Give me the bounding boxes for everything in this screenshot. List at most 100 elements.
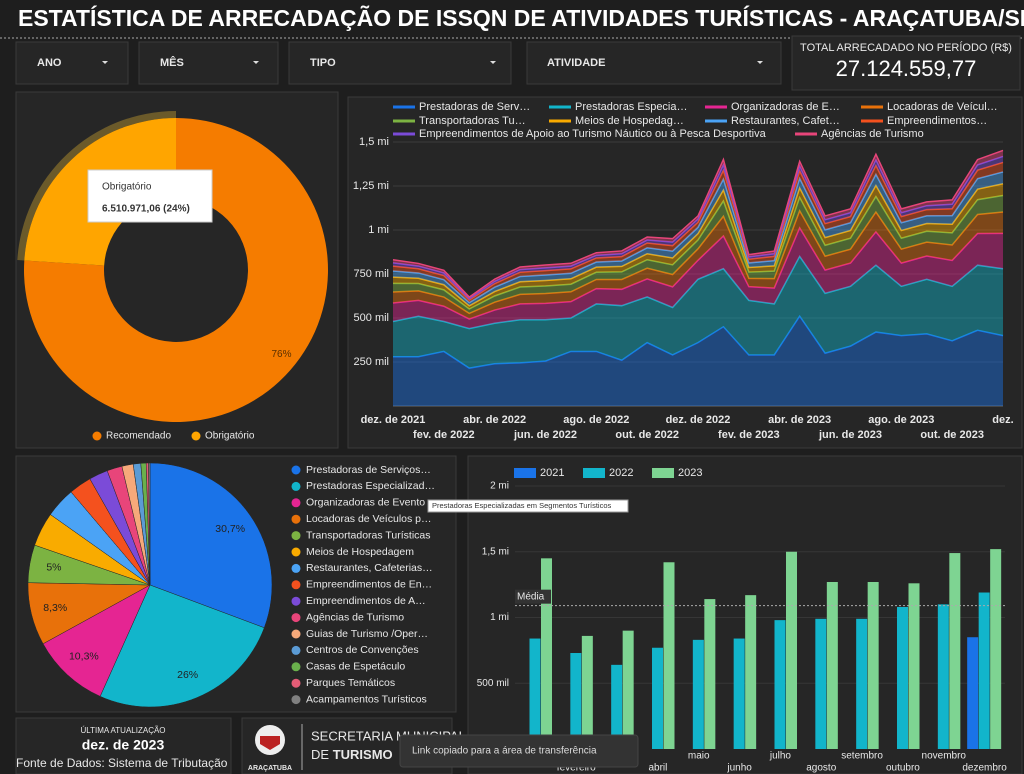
y-tick-label: 750 mil	[354, 268, 389, 280]
dropdown-arrow	[102, 61, 108, 64]
legend-label: Agências de Turismo	[821, 128, 924, 140]
filter-box[interactable]	[138, 41, 279, 85]
x-tick-label: abr. de 2023	[768, 414, 831, 426]
legend-label: Centros de Convenções	[306, 644, 419, 656]
legend-label: Empreendimentos…	[887, 115, 987, 127]
legend-swatch	[291, 481, 301, 491]
x-tick-label: fevereiro	[557, 763, 596, 774]
legend-swatch	[191, 431, 201, 441]
area-fill	[393, 183, 1003, 310]
dashboard-title: ESTATÍSTICA DE ARRECADAÇÃO DE ISSQN DE A…	[18, 4, 1024, 31]
bar	[541, 558, 552, 749]
x-tick-label: out. de 2022	[615, 429, 679, 441]
logo-line2: DE TURISMO	[311, 747, 393, 762]
legend-label: Parques Temáticos	[306, 677, 395, 689]
area-fill	[393, 162, 1003, 303]
bar	[581, 635, 593, 749]
legend-label: Transportadoras Tu…	[419, 115, 526, 127]
data-source: Fonte de Dados: Sistema de Tributação	[16, 756, 228, 770]
x-tick-label: abril	[648, 763, 667, 774]
bar	[652, 647, 663, 749]
dropdown-arrow	[757, 61, 763, 64]
reference-label: Média	[517, 591, 545, 602]
update-box	[15, 717, 232, 774]
filter-box[interactable]	[526, 41, 782, 85]
tooltip-text: 6.510.971,06 (24%)	[102, 204, 190, 215]
pie-slice	[42, 584, 151, 697]
tooltip-title: Obrigatório	[102, 182, 152, 193]
legend-label: Agências de Turismo	[306, 611, 404, 623]
y-tick-label: 500 mil	[477, 678, 509, 689]
legend-swatch	[291, 596, 301, 606]
legend-label: Casas de Espetáculo	[306, 661, 405, 673]
bar	[815, 618, 827, 749]
legend-swatch	[291, 645, 301, 655]
x-tick-label: novembro	[922, 751, 967, 762]
update-value: dez. de 2023	[82, 737, 165, 753]
legend-swatch	[291, 547, 301, 557]
legend-label: Organizadoras de E…	[731, 101, 840, 113]
slice-label: 8,3%	[43, 602, 67, 614]
x-tick-label: dez.	[992, 414, 1013, 426]
x-tick-label: out. de 2023	[920, 429, 984, 441]
legend-label: Transportadoras Turísticas	[306, 529, 431, 541]
filters: ANO MÊS TIPO ATIVIDADE	[15, 41, 782, 85]
legend-label: Empreendimentos de Apoio ao Turismo Náut…	[419, 128, 767, 140]
city-name: ARAÇATUBA	[248, 765, 292, 772]
legend-swatch	[291, 465, 301, 475]
x-tick-label: maio	[688, 751, 710, 762]
legend-swatch	[291, 662, 301, 672]
area-line	[392, 226, 1004, 320]
dropdown-arrow	[253, 61, 259, 64]
filter-box[interactable]	[15, 41, 129, 85]
logo-bold: TURISMO	[333, 747, 393, 762]
kpi-box	[791, 35, 1021, 91]
kpi-label: TOTAL ARRECADADO NO PERÍODO (R$)	[800, 41, 1012, 54]
bar	[978, 592, 990, 749]
area-fill	[393, 316, 1003, 406]
legend-swatch	[291, 629, 301, 639]
area-fill	[393, 195, 1003, 314]
x-tick-label: jun. de 2022	[513, 429, 577, 441]
y-tick-label: 1,5 mi	[482, 546, 509, 557]
x-tick-label: setembro	[841, 751, 883, 762]
y-tick-label: 500 mil	[354, 312, 389, 324]
legend-label: Obrigatório	[205, 431, 255, 442]
legend-swatch	[291, 498, 301, 508]
slice-label: 76%	[272, 349, 292, 360]
city-emblem-shield	[260, 736, 280, 750]
pie-slice	[149, 462, 273, 629]
area-line	[392, 149, 1004, 299]
tooltip	[87, 169, 213, 223]
bar	[867, 581, 879, 749]
slice-label: 30,7%	[215, 523, 245, 535]
area-line	[392, 182, 1004, 307]
bar	[622, 630, 634, 749]
x-tick-label: jun. de 2023	[818, 429, 882, 441]
slice-label: 5%	[46, 562, 61, 574]
x-tick-label: outubro	[886, 763, 920, 774]
legend-label: Organizadoras de Evento	[306, 497, 425, 509]
legend-swatch	[583, 468, 605, 478]
x-tick-label: fev. de 2022	[413, 429, 475, 441]
filter-label: TIPO	[310, 57, 336, 69]
y-tick-label: 2 mi	[490, 481, 509, 492]
bar	[856, 618, 868, 749]
area-line	[392, 209, 1004, 315]
y-tick-label: 250 mil	[354, 356, 389, 368]
x-tick-label: agosto	[806, 763, 836, 774]
toast-text: Link copiado para a área de transferênci…	[412, 746, 597, 757]
bar	[611, 664, 623, 749]
legend-label: Restaurantes, Cafeterias…	[306, 562, 433, 574]
legend-label: Meios de Hospedagem	[306, 546, 414, 558]
legend-label: Locadoras de Veícul…	[887, 101, 998, 113]
legend-swatch	[291, 514, 301, 524]
filter-box[interactable]	[288, 41, 512, 85]
update-label: ÚLTIMA ATUALIZAÇÃO	[80, 726, 165, 735]
y-tick-label: 1 mi	[368, 224, 389, 236]
y-tick-label: 1 mi	[490, 612, 509, 623]
legend-label: Acampamentos Turísticos	[306, 693, 427, 705]
legend-label: Prestadoras Especializad…	[306, 480, 435, 492]
